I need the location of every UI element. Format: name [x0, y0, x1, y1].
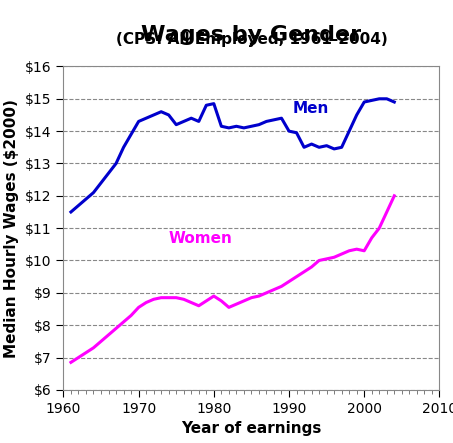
- Text: (CPS: All Employed, 1961-2004): (CPS: All Employed, 1961-2004): [116, 31, 387, 47]
- Text: Women: Women: [169, 231, 232, 246]
- X-axis label: Year of earnings: Year of earnings: [181, 421, 322, 436]
- Title: Wages by Gender: Wages by Gender: [141, 25, 361, 46]
- Text: Men: Men: [293, 101, 329, 117]
- Y-axis label: Median Hourly Wages ($2000): Median Hourly Wages ($2000): [5, 99, 19, 358]
